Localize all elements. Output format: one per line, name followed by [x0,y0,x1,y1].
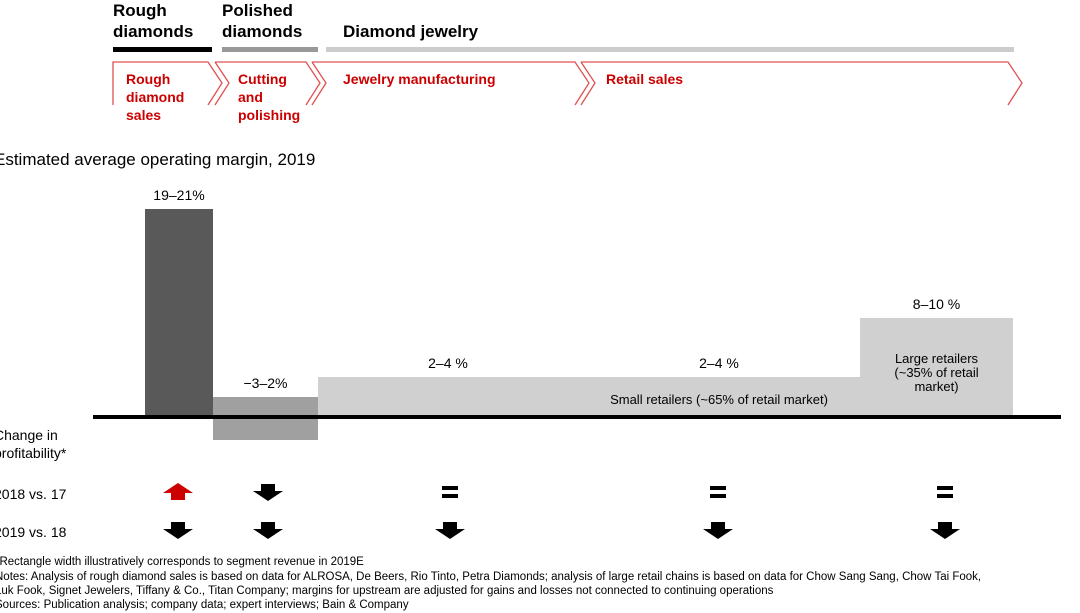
data-label-rough: 19–21% [153,187,205,204]
segment-underline-jewelry [326,47,1014,52]
chevron-jewelry-mfg [311,61,590,106]
bar-small-retailers [578,377,860,417]
arrow-up-icon [163,483,193,500]
equals-icon [710,486,726,498]
data-label-large-retailers: 8–10 % [912,296,961,312]
baseline-axis [93,415,1061,419]
data-label-cutting: −3–2% [243,375,288,392]
data-label-jewelry-mfg: 2–4 % [428,355,468,372]
bar-rough [145,209,213,417]
stage-retail-sales: Retail sales [606,71,684,87]
chevron-cutting [214,61,321,106]
stage-jewelry-manufacturing: Jewelry manufacturing [343,71,496,87]
arrow-down-icon [253,522,283,539]
bar-large-retailers [860,318,1013,417]
data-label-small-retailers: 2–4 % [699,355,739,372]
stage-rough-diamond-sales: Rough diamond sales [126,71,185,123]
arrow-down-icon [253,484,283,501]
chevron-rough-sales [112,61,223,106]
row-label-2019: 2019 vs. 18 [0,524,67,540]
footnote-rectangle: *Rectangle width illustratively correspo… [0,556,364,568]
segment-underline-rough [113,47,212,52]
equals-icon [442,486,458,498]
arrow-down-icon [163,522,193,539]
arrow-down-icon [930,522,960,539]
equals-icon [937,486,953,498]
chevron-retail [580,61,1023,106]
segment-diamond-jewelry: Diamond jewelry [343,22,479,41]
chart-title: Estimated average operating margin, 2019 [0,150,316,169]
value-chain-chevrons [112,61,1023,106]
bar-jewelry-mfg [318,377,578,417]
footnote-sources: Sources: Publication analysis; company d… [0,599,409,611]
row-label-2018: 2018 vs. 17 [0,486,67,502]
segment-polished-diamonds: Polished diamonds [222,1,303,41]
segment-underline-polished [222,47,318,52]
arrow-down-icon [435,522,465,539]
stage-cutting-polishing: Cutting and polishing [238,71,301,123]
arrow-down-icon [703,522,733,539]
inner-label-small-retailers: Small retailers (~65% of retail market) [610,392,828,407]
footnote-notes-2: Luk Fook, Signet Jewelers, Tiffany & Co.… [0,585,774,597]
inner-label-large-retailers: Large retailers (~35% of retail market) [894,351,979,394]
segment-rough-diamonds: Rough diamonds [113,1,194,41]
footnote-notes-1: Notes: Analysis of rough diamond sales i… [0,571,982,583]
profitability-label: Change in profitability* [0,427,67,461]
